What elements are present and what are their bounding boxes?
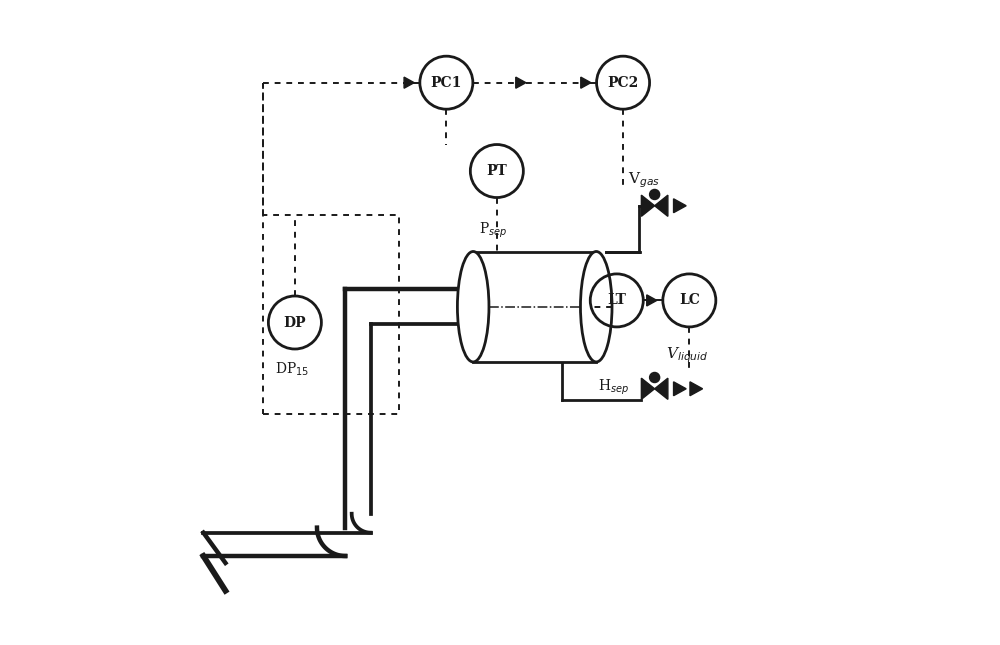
Text: H$_{sep}$: H$_{sep}$: [598, 378, 629, 397]
Polygon shape: [404, 77, 414, 88]
Circle shape: [650, 190, 660, 199]
Polygon shape: [655, 378, 668, 399]
Text: PT: PT: [486, 164, 507, 178]
Polygon shape: [655, 195, 668, 216]
Text: PC2: PC2: [607, 75, 639, 90]
Polygon shape: [581, 77, 591, 88]
Polygon shape: [647, 295, 657, 306]
Polygon shape: [641, 378, 655, 399]
Text: PC1: PC1: [431, 75, 462, 90]
Text: LC: LC: [679, 293, 700, 308]
Text: DP$_{15}$: DP$_{15}$: [275, 361, 309, 378]
Text: V$_{\mathit{gas}}$: V$_{\mathit{gas}}$: [628, 171, 660, 190]
Ellipse shape: [457, 252, 489, 362]
Text: P$_{sep}$: P$_{sep}$: [479, 221, 508, 240]
Ellipse shape: [580, 252, 612, 362]
Bar: [473, 252, 596, 362]
Bar: [263, 215, 399, 414]
Circle shape: [650, 372, 660, 382]
Text: DP: DP: [284, 315, 306, 330]
Text: V$_{\mathit{liquid}}$: V$_{\mathit{liquid}}$: [666, 345, 708, 365]
Polygon shape: [690, 382, 703, 396]
Polygon shape: [641, 195, 655, 216]
Text: LT: LT: [607, 293, 626, 308]
Polygon shape: [674, 199, 686, 213]
Polygon shape: [674, 382, 686, 396]
Polygon shape: [516, 77, 526, 88]
